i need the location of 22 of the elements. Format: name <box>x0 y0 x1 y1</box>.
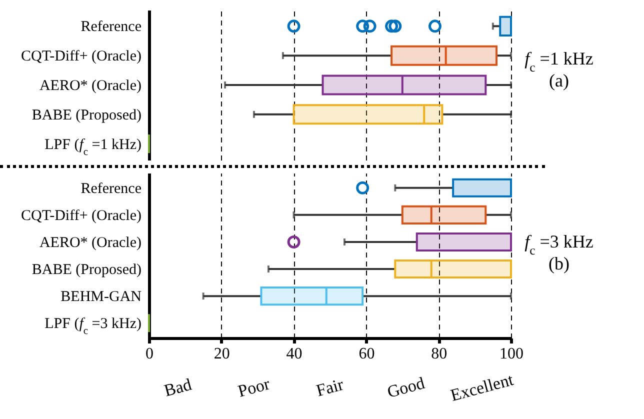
x-tick-label: 40 <box>286 346 302 362</box>
x-tick-label: 0 <box>146 346 154 362</box>
text: Excellent <box>448 370 516 405</box>
y-tick-label: BABE (Proposed) <box>32 262 142 278</box>
text: Bad <box>162 374 194 400</box>
text: Good <box>385 373 428 402</box>
y-tick-label: BEHM-GAN <box>60 289 142 306</box>
y-tick-label: CQT-Diff+ (Oracle) <box>20 48 142 65</box>
text: Fair <box>314 374 346 400</box>
text: Poor <box>236 374 272 401</box>
y-tick-label: AERO* (Oracle) <box>39 78 142 94</box>
x-tick-label: 60 <box>358 346 375 362</box>
x-tick-label: 80 <box>431 346 448 362</box>
y-tick-label: AERO* (Oracle) <box>39 234 142 251</box>
x-tick-label: 20 <box>214 346 230 362</box>
y-tick-label: CQT-Diff+ (Oracle) <box>20 208 142 224</box>
y-tick-label: Reference <box>80 19 142 36</box>
y-tick-label: Reference <box>80 180 142 197</box>
y-tick-label: LPF (f$_{c}$ =1 kHz) <box>44 136 142 158</box>
y-tick-label: LPF (f$_{c}$ =3 kHz) <box>44 316 142 337</box>
y-tick-label: BABE (Proposed) <box>32 107 142 124</box>
x-tick-label: 100 <box>500 346 524 362</box>
